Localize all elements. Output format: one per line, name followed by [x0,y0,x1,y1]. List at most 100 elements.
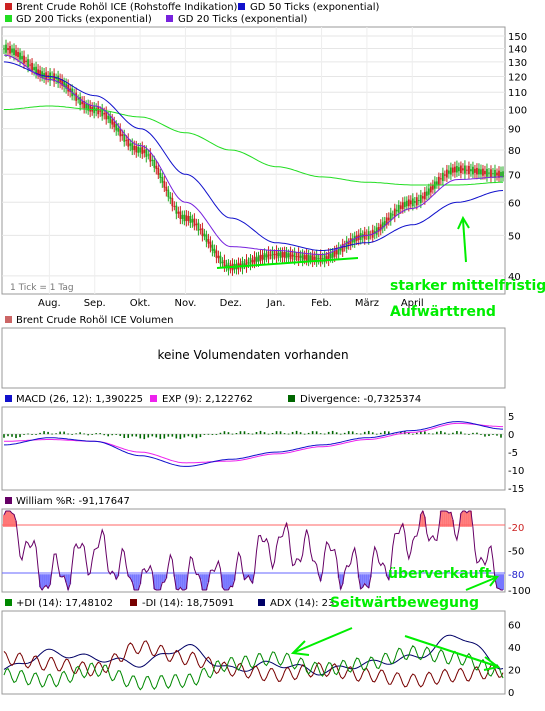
divergence-bar [55,433,57,435]
price-candle-body [141,146,144,155]
williams-overbought-fill [13,514,16,527]
divergence-bar [63,431,65,435]
price-candle-body [41,71,43,78]
williams-overbought-fill [3,514,5,527]
price-candle-body [466,169,468,171]
divergence-bar [59,431,61,435]
divergence-bar [175,434,178,439]
williams-overbought-fill [11,513,14,527]
price-candle-body [123,133,126,142]
divergence-bar [95,433,97,435]
price-candle-body [15,50,17,56]
price-candle-body [253,256,256,264]
divergence-bar [440,430,442,435]
williams-oversold-fill [199,574,202,580]
price-candle-body [213,248,216,254]
price-candle-body [389,212,392,221]
price-candle-body [313,256,316,260]
price-candle-body [103,112,106,115]
williams-oversold-fill [159,574,162,590]
oversold-arrow-head [485,575,499,587]
price-candle-body [7,48,9,51]
price-candle-body [59,78,62,83]
divergence-bar [464,433,466,435]
williams-oversold-fill [203,574,206,590]
williams-y-tick: -80 [508,570,524,581]
divergence-bar [103,434,106,436]
price-y-tick: 130 [508,58,527,69]
divergence-bar [311,431,314,435]
divergence-bar [476,432,478,435]
divergence-bar [436,431,438,435]
price-candle-body [107,115,110,120]
oversold-arrow-shaft [465,577,496,591]
price-candle-body [263,252,266,261]
williams-overbought-fill [449,512,452,527]
williams-oversold-fill [177,574,180,590]
price-candle-body [19,52,21,60]
williams-oversold-fill [163,574,166,583]
price-candle-body [443,174,446,176]
williams-oversold-fill [495,574,498,589]
price-candle-body [43,73,45,78]
price-y-tick: 80 [508,146,521,157]
gd200-legend-swatch [5,15,12,22]
williams-oversold-fill [63,574,66,577]
price-candle-body [470,169,472,172]
price-candle-body [87,104,90,111]
divergence-bar [468,434,470,435]
divergence-bar [367,430,370,435]
sideways-annotation: Seitwärtbewegung [330,595,479,611]
price-candle-body [259,254,262,261]
divergence-bar [251,433,254,435]
williams-oversold-fill [225,574,228,590]
price-candle-body [492,173,494,175]
divergence-bar [35,434,37,435]
oversold-annotation: überverkauft [388,566,492,582]
divergence-bar [343,432,346,435]
williams-overbought-fill [469,511,472,527]
price-candle-body [243,263,246,266]
price-x-tick: Nov. [174,298,196,309]
price-candle-body [131,142,134,151]
price-candle-body [63,81,66,87]
divergence-bar [19,434,21,438]
macd-y-tick: -10 [508,466,524,477]
divergence-bar [271,432,274,435]
trend-annotation-line1: starker mittelfristige [390,278,545,294]
price-candle-body [171,198,174,207]
price-legend-price: Brent Crude Rohöl ICE (Rohstoffe Indikat… [16,2,238,13]
price-candle-body [215,250,218,258]
price-candle-body [83,100,86,109]
williams-oversold-fill [363,574,366,584]
price-candle-body [289,251,292,260]
price-candle-body [311,254,314,262]
divergence-bar [416,432,418,435]
price-candle-body [456,165,458,173]
divergence-bar [428,433,430,435]
williams-oversold-fill [47,574,50,589]
williams-overbought-fill [5,511,8,527]
williams-overbought-fill [423,516,426,527]
williams-oversold-fill [175,574,178,590]
price-panel: Brent Crude Rohöl ICE (Rohstoffe Indikat… [1,2,545,320]
divergence-bar [151,434,154,437]
williams-oversold-fill [39,574,42,588]
price-candle-body [195,223,198,226]
price-candle-body [61,79,64,86]
price-candle-body [75,92,78,101]
divergence-bar [167,434,170,437]
dmi-panel: +DI (14): 17,48102 -DI (14): 18,75091 AD… [1,595,521,699]
macd-y-tick: -5 [508,448,518,459]
divergence-bar [480,434,482,435]
price-candle-body [145,149,148,157]
price-candle-body [153,159,156,168]
williams-y-tick: -20 [508,523,524,534]
divergence-bar [291,431,294,435]
price-candle-body [205,234,208,242]
divergence-bar [107,434,110,437]
divergence-bar [444,432,446,435]
divergence-bar [387,431,390,435]
price-x-tick: Jan. [266,298,286,309]
